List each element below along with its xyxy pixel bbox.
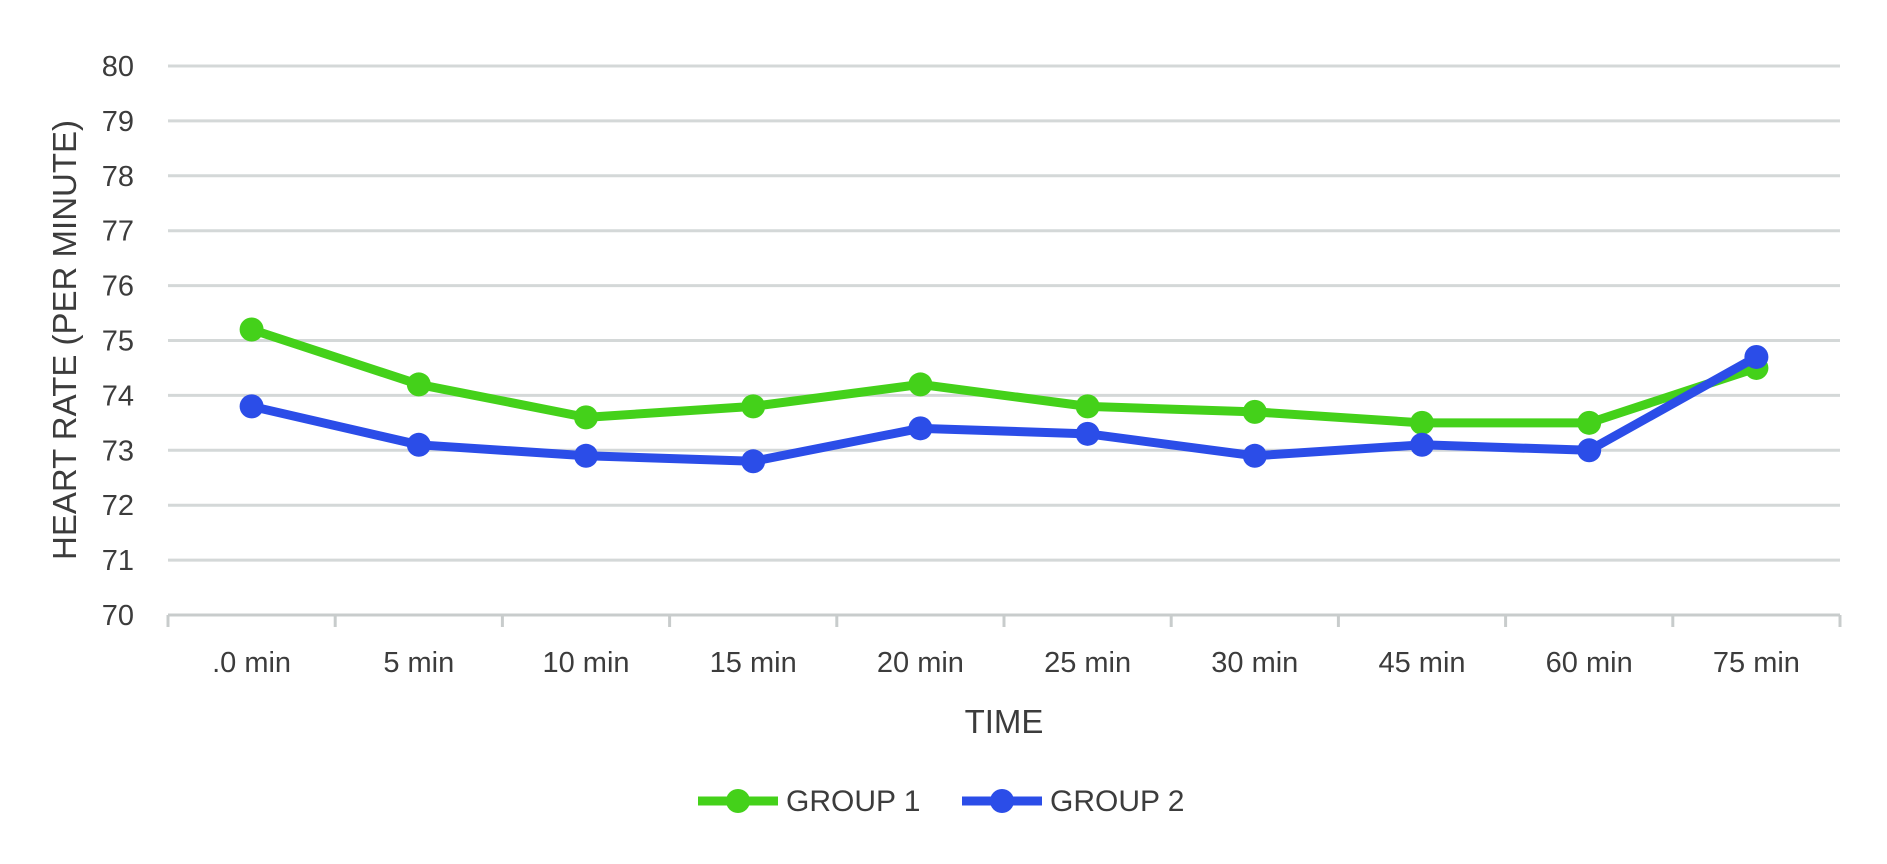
legend-marker-group-2 xyxy=(990,789,1014,813)
data-point-group-2-6 xyxy=(1242,443,1267,468)
data-point-group-1-7 xyxy=(1410,410,1434,435)
x-tick-label-3: 15 min xyxy=(710,647,797,679)
y-tick-label-71: 71 xyxy=(102,545,134,577)
data-point-group-1-4 xyxy=(908,372,933,397)
y-tick-label-72: 72 xyxy=(102,490,134,522)
data-point-group-1-2 xyxy=(574,405,598,430)
x-tick-label-4: 20 min xyxy=(877,647,964,679)
x-tick-label-2: 10 min xyxy=(542,647,629,679)
legend: GROUP 1 GROUP 2 xyxy=(698,785,1185,818)
y-tick-label-80: 80 xyxy=(102,51,134,83)
x-tick-label-8: 60 min xyxy=(1546,647,1633,679)
series-line-group-2 xyxy=(247,352,1761,466)
y-tick-label-70: 70 xyxy=(102,600,134,632)
series-line-group-1 xyxy=(247,325,1761,428)
legend-item-group-1: GROUP 1 xyxy=(698,785,921,818)
x-axis-tick-labels: .0 min 5 min 10 min 15 min 20 min 25 min 30 mi… xyxy=(212,647,1800,679)
y-tick-label-75: 75 xyxy=(102,326,134,358)
data-point-group-2-7 xyxy=(1410,432,1434,457)
y-tick-label-76: 76 xyxy=(102,271,134,303)
y-tick-label-73: 73 xyxy=(102,435,134,467)
data-point-group-2-0 xyxy=(239,394,264,419)
data-point-group-2-3 xyxy=(741,449,766,474)
legend-marker-group-1 xyxy=(726,789,750,813)
y-tick-label-77: 77 xyxy=(102,216,134,248)
data-point-group-2-5 xyxy=(1075,421,1100,446)
gridlines xyxy=(168,64,1840,562)
y-tick-label-78: 78 xyxy=(102,161,134,193)
series-group-2 xyxy=(239,344,1769,474)
x-tick-label-7: 45 min xyxy=(1378,647,1465,679)
data-point-group-1-5 xyxy=(1075,394,1100,419)
data-point-group-1-6 xyxy=(1242,399,1267,424)
x-axis xyxy=(166,613,1842,627)
y-axis-title: HEART RATE (PER MINUTE) xyxy=(46,120,83,560)
data-point-group-2-2 xyxy=(574,443,598,468)
x-tick-label-1: 5 min xyxy=(383,647,454,679)
y-tick-label-79: 79 xyxy=(102,106,134,138)
series-group-1 xyxy=(239,317,1769,435)
x-tick-label-0: .0 min xyxy=(212,647,291,679)
data-point-group-2-1 xyxy=(406,432,431,457)
legend-label-group-1: GROUP 1 xyxy=(786,785,921,818)
data-point-group-1-0 xyxy=(239,317,264,342)
data-point-group-1-1 xyxy=(406,372,431,397)
data-point-group-2-4 xyxy=(908,416,933,441)
data-point-group-1-8 xyxy=(1577,410,1602,435)
data-point-group-2-9 xyxy=(1744,344,1769,369)
x-tick-label-6: 30 min xyxy=(1211,647,1298,679)
legend-label-group-2: GROUP 2 xyxy=(1050,785,1185,818)
y-axis-tick-labels: 70 71 72 73 74 75 76 77 78 79 80 xyxy=(102,51,134,632)
x-tick-label-9: 75 min xyxy=(1713,647,1800,679)
x-tick-label-5: 25 min xyxy=(1044,647,1131,679)
data-point-group-1-3 xyxy=(741,394,766,419)
y-tick-label-74: 74 xyxy=(102,380,134,412)
legend-item-group-2: GROUP 2 xyxy=(962,785,1185,818)
series xyxy=(239,317,1769,474)
x-axis-title: TIME xyxy=(965,703,1044,740)
data-point-group-2-8 xyxy=(1577,438,1602,463)
